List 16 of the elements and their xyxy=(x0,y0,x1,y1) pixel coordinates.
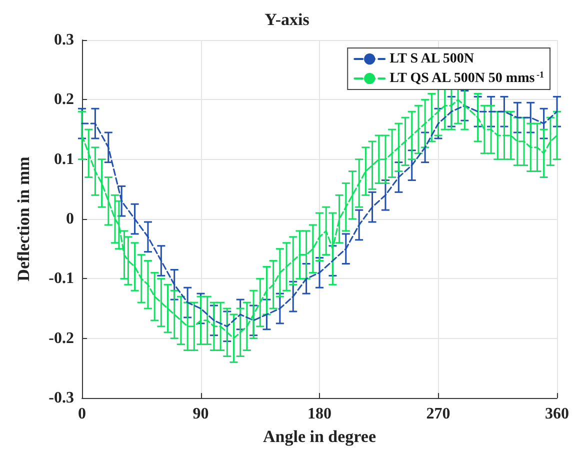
y-axis-title: Deflection in mm xyxy=(14,156,33,282)
x-tick-label: 180 xyxy=(308,406,332,422)
y-tick-label: -0.2 xyxy=(48,330,74,347)
x-tick-label: 0 xyxy=(78,406,86,422)
y-tick-label: 0.1 xyxy=(54,150,74,168)
x-axis-title: Angle in degree xyxy=(262,427,376,446)
x-tick-label: 270 xyxy=(426,406,450,422)
chart-title: Y-axis xyxy=(264,10,310,29)
legend-label: LT S AL 500N xyxy=(390,52,474,66)
y-tick-label: 0 xyxy=(66,210,74,228)
x-tick-label: 90 xyxy=(192,406,209,422)
y-tick-label: 0.3 xyxy=(54,32,74,48)
y-tick-label: 0.2 xyxy=(54,91,74,108)
y-tick-label: -0.3 xyxy=(48,390,74,406)
x-tick-label: 360 xyxy=(545,406,569,422)
y-tick-label: -0.1 xyxy=(48,270,74,288)
